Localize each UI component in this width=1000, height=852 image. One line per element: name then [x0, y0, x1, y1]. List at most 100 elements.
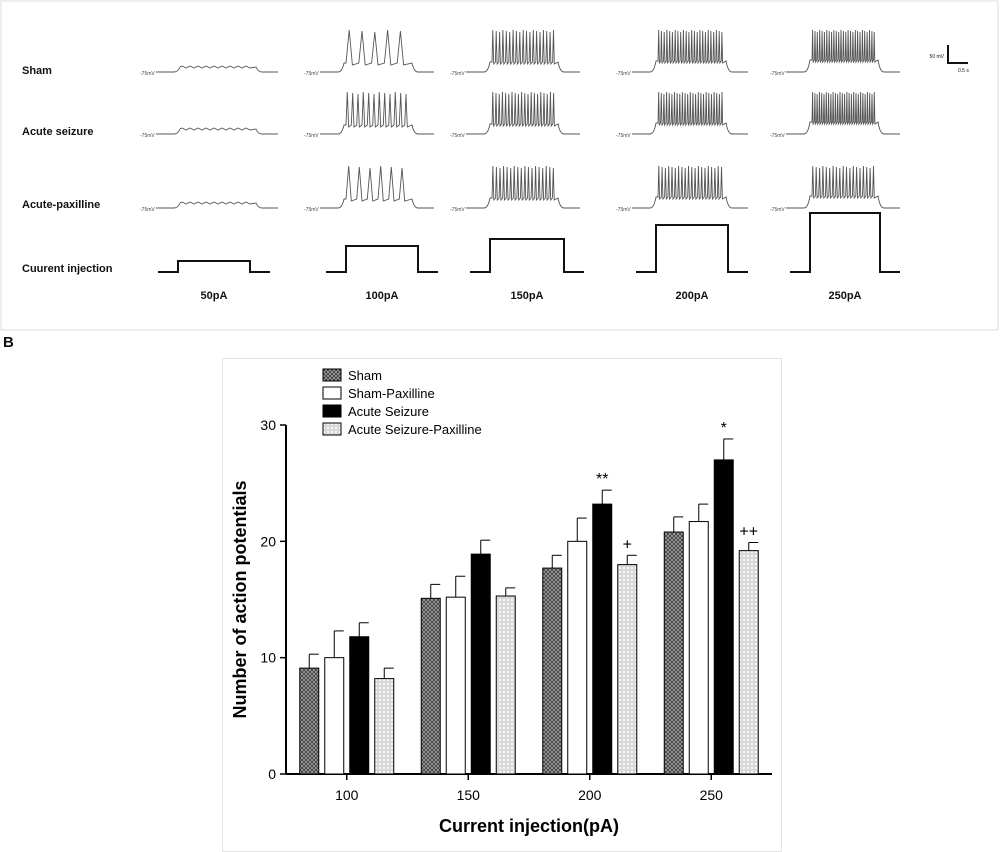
trace-line: [786, 91, 900, 135]
bar: [542, 567, 563, 775]
trace-line: [156, 201, 278, 209]
legend-label: Acute Seizure: [348, 404, 429, 419]
voltage-trace: -75mV: [450, 91, 580, 139]
voltage-trace: -75mV: [140, 201, 278, 213]
significance-marker: *: [721, 420, 727, 437]
bar: [567, 540, 588, 775]
voltage-trace: -75mV: [304, 91, 434, 139]
panel-b-letter: B: [3, 334, 14, 351]
voltage-trace: -75mV: [304, 29, 434, 77]
trace-line: [632, 165, 748, 209]
baseline-voltage-label: -75mV: [616, 71, 631, 77]
bar: [688, 521, 709, 775]
row-label: Cuurent injection: [22, 263, 113, 275]
row-label: Sham: [22, 65, 52, 77]
bar: [445, 596, 466, 775]
bar: [592, 503, 613, 775]
significance-marker: +: [623, 536, 632, 553]
x-tick-label: 250: [700, 787, 724, 803]
voltage-trace: -75mV: [140, 65, 278, 77]
legend-swatch: [322, 422, 342, 436]
baseline-voltage-label: -75mV: [616, 133, 631, 139]
current-label: 200pA: [675, 290, 708, 302]
bar: [495, 595, 516, 775]
legend-swatch: [322, 368, 342, 382]
significance-marker: **: [596, 471, 608, 488]
voltage-trace: -75mV: [304, 165, 434, 213]
baseline-voltage-label: -75mV: [304, 133, 319, 139]
current-step: [790, 212, 900, 273]
current-label: 250pA: [828, 290, 861, 302]
scale-bar: 50 mV 0.5 s: [930, 45, 969, 74]
bar: [299, 667, 320, 775]
voltage-trace: -75mV: [770, 29, 900, 77]
current-label: 50pA: [201, 290, 228, 302]
x-tick-label: 200: [578, 787, 602, 803]
y-axis-label: Number of action potentials: [230, 480, 250, 718]
y-tick-label: 20: [260, 533, 276, 549]
legend-swatch: [322, 404, 342, 418]
voltage-trace: -75mV: [616, 29, 748, 77]
bar: [349, 636, 370, 775]
trace-line: [466, 165, 580, 209]
trace-line: [320, 165, 434, 209]
trace-line: [786, 29, 900, 73]
scale-bar-time: 0.5 s: [958, 68, 969, 74]
baseline-voltage-label: -75mV: [140, 71, 155, 77]
trace-line: [320, 29, 434, 73]
current-step: [636, 224, 748, 273]
current-step: [326, 245, 438, 273]
current-step: [158, 260, 270, 273]
baseline-voltage-label: -75mV: [304, 71, 319, 77]
trace-line: [632, 91, 748, 135]
bar: [713, 459, 734, 775]
voltage-trace: -75mV: [770, 165, 900, 213]
row-label: Acute-paxilline: [22, 199, 100, 211]
y-tick-label: 30: [260, 417, 276, 433]
baseline-voltage-label: -75mV: [450, 71, 465, 77]
y-tick-label: 0: [268, 766, 276, 782]
baseline-voltage-label: -75mV: [140, 207, 155, 213]
legend-label: Sham: [348, 368, 382, 383]
panel-a-recordings: Sham Acute seizure Acute-paxilline Cuurent …: [0, 0, 999, 331]
bar: [663, 531, 684, 775]
bar: [420, 597, 441, 775]
legend-label: Acute Seizure-Paxilline: [348, 422, 482, 437]
trace-line: [786, 165, 900, 209]
panel-b-bar-chart: 0 10 20 30 100 150 200 250 ** + * ++ Sham Sham-Paxill…: [222, 358, 782, 852]
significance-marker: ++: [739, 523, 758, 540]
current-step: [470, 238, 584, 273]
trace-line: [466, 29, 580, 73]
trace-line: [156, 65, 278, 73]
row-label: Acute seizure: [22, 126, 94, 138]
baseline-voltage-label: -75mV: [450, 207, 465, 213]
trace-line: [156, 127, 278, 135]
legend-swatch: [322, 386, 342, 400]
voltage-trace: -75mV: [140, 127, 278, 139]
bar: [470, 553, 491, 775]
current-label: 150pA: [510, 290, 543, 302]
voltage-trace: -75mV: [450, 29, 580, 77]
legend-label: Sham-Paxilline: [348, 386, 435, 401]
voltage-trace: -75mV: [616, 91, 748, 139]
trace-line: [466, 91, 580, 135]
baseline-voltage-label: -75mV: [770, 133, 785, 139]
trace-line: [320, 91, 434, 135]
baseline-voltage-label: -75mV: [140, 133, 155, 139]
voltage-trace: -75mV: [616, 165, 748, 213]
legend: Sham Sham-Paxilline Acute Seizure Acute Sei…: [322, 368, 482, 437]
voltage-trace: -75mV: [770, 91, 900, 139]
bar: [324, 657, 345, 775]
baseline-voltage-label: -75mV: [770, 207, 785, 213]
x-tick-label: 150: [457, 787, 481, 803]
y-tick-label: 10: [260, 650, 276, 666]
trace-line: [632, 29, 748, 73]
x-axis-label: Current injection(pA): [439, 816, 619, 836]
baseline-voltage-label: -75mV: [450, 133, 465, 139]
baseline-voltage-label: -75mV: [304, 207, 319, 213]
scale-bar-lines: [947, 45, 968, 64]
x-tick-label: 100: [335, 787, 359, 803]
baseline-voltage-label: -75mV: [616, 207, 631, 213]
bar: [374, 678, 395, 775]
scale-bar-voltage: 50 mV: [930, 54, 945, 60]
